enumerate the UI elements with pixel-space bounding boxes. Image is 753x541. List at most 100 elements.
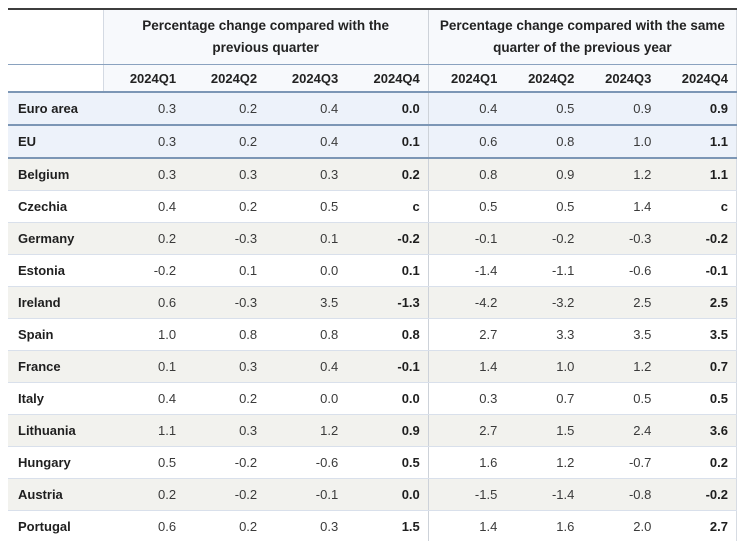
data-cell: 0.0 <box>346 478 429 511</box>
quarter-header: 2024Q1 <box>427 64 506 93</box>
data-cell: 0.9 <box>659 92 737 126</box>
data-cell: -0.8 <box>582 478 660 511</box>
data-cell: 2.5 <box>659 286 737 319</box>
data-cell: 0.0 <box>265 382 347 415</box>
row-label: Germany <box>8 222 104 255</box>
row-label: EU <box>8 125 104 159</box>
table-body: Euro area 0.3 0.2 0.4 0.0 0.4 0.5 0.9 0.9 EU 0.3 0.… <box>8 92 737 541</box>
data-cell: 0.1 <box>103 350 185 383</box>
data-cell: -1.1 <box>505 254 583 287</box>
row-label: Hungary <box>8 446 104 479</box>
corner-cell <box>8 64 104 93</box>
data-cell: 0.3 <box>184 158 266 191</box>
data-cell: 0.3 <box>265 510 347 541</box>
data-cell: 1.5 <box>346 510 429 541</box>
data-cell: 0.4 <box>103 190 185 223</box>
quarter-header-row: 2024Q1 2024Q2 2024Q3 2024Q4 2024Q1 2024Q… <box>8 64 737 93</box>
table-row: Portugal 0.6 0.2 0.3 1.5 1.4 1.6 2.0 2.7 <box>8 510 737 541</box>
row-label: Austria <box>8 478 104 511</box>
table-row: Ireland 0.6 -0.3 3.5 -1.3 -4.2 -3.2 2.5 2.5 <box>8 286 737 319</box>
data-cell: -0.6 <box>582 254 660 287</box>
data-cell: 2.0 <box>582 510 660 541</box>
table-row: EU 0.3 0.2 0.4 0.1 0.6 0.8 1.0 1.1 <box>8 125 737 159</box>
data-cell: 3.5 <box>582 318 660 351</box>
data-cell: -1.5 <box>427 478 506 511</box>
row-label: Ireland <box>8 286 104 319</box>
row-label: Czechia <box>8 190 104 223</box>
row-label: Lithuania <box>8 414 104 447</box>
data-cell: 1.4 <box>427 510 506 541</box>
row-label: France <box>8 350 104 383</box>
data-cell: 0.2 <box>103 222 185 255</box>
quarter-header: 2024Q4 <box>659 64 737 93</box>
data-cell: 2.7 <box>427 414 506 447</box>
data-cell: -1.4 <box>505 478 583 511</box>
data-cell: 2.4 <box>582 414 660 447</box>
data-cell: 0.5 <box>505 92 583 126</box>
data-cell: 0.5 <box>659 382 737 415</box>
data-cell: 0.7 <box>659 350 737 383</box>
data-cell: 0.3 <box>184 414 266 447</box>
data-cell: 3.5 <box>265 286 347 319</box>
data-cell: 0.9 <box>346 414 429 447</box>
quarter-header: 2024Q4 <box>346 64 429 93</box>
row-label: Belgium <box>8 158 104 191</box>
data-cell: 0.8 <box>184 318 266 351</box>
table-row: Germany 0.2 -0.3 0.1 -0.2 -0.1 -0.2 -0.3 -0.2 <box>8 222 737 255</box>
row-label: Estonia <box>8 254 104 287</box>
gdp-growth-table: Percentage change compared with the prev… <box>8 8 737 541</box>
data-cell: -0.1 <box>427 222 506 255</box>
data-cell: 0.4 <box>265 92 347 126</box>
quarter-header: 2024Q2 <box>184 64 266 93</box>
data-cell: 1.1 <box>659 158 737 191</box>
data-cell: -0.3 <box>184 222 266 255</box>
data-cell: -3.2 <box>505 286 583 319</box>
data-cell: 0.0 <box>346 92 429 126</box>
data-cell: -0.2 <box>184 478 266 511</box>
group-header-qoq: Percentage change compared with the prev… <box>102 9 429 65</box>
data-cell: 1.4 <box>582 190 660 223</box>
data-cell: 1.2 <box>582 350 660 383</box>
corner-cell <box>8 9 104 65</box>
data-cell: 0.8 <box>505 125 583 159</box>
table-row: Italy 0.4 0.2 0.0 0.0 0.3 0.7 0.5 0.5 <box>8 382 737 415</box>
data-cell: -0.6 <box>265 446 347 479</box>
data-cell: 1.6 <box>427 446 506 479</box>
quarter-header: 2024Q2 <box>505 64 583 93</box>
data-cell: 3.3 <box>505 318 583 351</box>
data-cell: 0.0 <box>265 254 347 287</box>
data-cell: 1.0 <box>505 350 583 383</box>
table-row: Austria 0.2 -0.2 -0.1 0.0 -1.5 -1.4 -0.8 -0.2 <box>8 478 737 511</box>
data-cell: 0.1 <box>184 254 266 287</box>
data-cell: 0.4 <box>103 382 185 415</box>
group-header-yoy: Percentage change compared with the same… <box>427 9 737 65</box>
table-row: Spain 1.0 0.8 0.8 0.8 2.7 3.3 3.5 3.5 <box>8 318 737 351</box>
data-cell: -4.2 <box>427 286 506 319</box>
data-cell: 0.5 <box>265 190 347 223</box>
data-cell: 0.2 <box>103 478 185 511</box>
data-cell: 0.5 <box>505 190 583 223</box>
data-cell: 0.2 <box>184 190 266 223</box>
data-cell: 0.9 <box>505 158 583 191</box>
data-cell: 0.6 <box>103 286 185 319</box>
data-cell: -0.2 <box>103 254 185 287</box>
table-row: Euro area 0.3 0.2 0.4 0.0 0.4 0.5 0.9 0.9 <box>8 92 737 126</box>
data-cell: 0.3 <box>184 350 266 383</box>
quarter-header: 2024Q3 <box>265 64 347 93</box>
data-cell: c <box>659 190 737 223</box>
data-cell: 0.2 <box>184 92 266 126</box>
data-cell: 0.7 <box>505 382 583 415</box>
table-row: Czechia 0.4 0.2 0.5 c 0.5 0.5 1.4 c <box>8 190 737 223</box>
row-label: Portugal <box>8 510 104 541</box>
data-cell: 1.2 <box>265 414 347 447</box>
data-cell: 0.2 <box>184 125 266 159</box>
data-cell: -0.2 <box>184 446 266 479</box>
table-row: Hungary 0.5 -0.2 -0.6 0.5 1.6 1.2 -0.7 0.2 <box>8 446 737 479</box>
data-cell: 0.5 <box>103 446 185 479</box>
data-cell: 1.5 <box>505 414 583 447</box>
data-cell: 1.6 <box>505 510 583 541</box>
data-cell: 0.1 <box>265 222 347 255</box>
data-cell: 0.3 <box>103 92 185 126</box>
data-cell: 0.2 <box>184 382 266 415</box>
